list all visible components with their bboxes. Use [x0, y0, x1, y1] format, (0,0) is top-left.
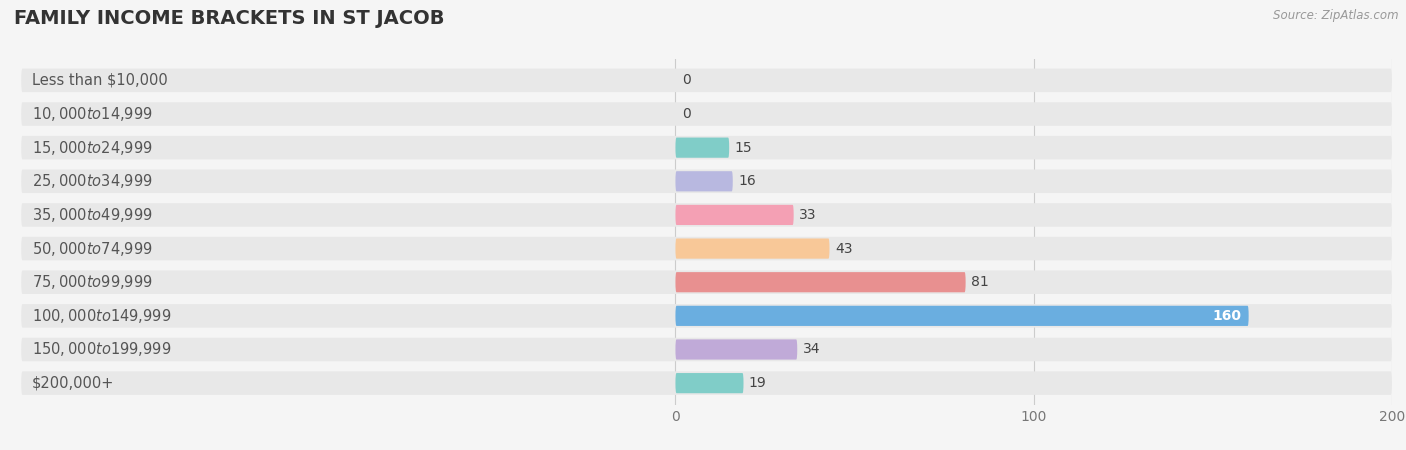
Text: 16: 16 [738, 174, 756, 188]
Text: $15,000 to $24,999: $15,000 to $24,999 [32, 139, 153, 157]
FancyBboxPatch shape [21, 102, 1392, 126]
Text: FAMILY INCOME BRACKETS IN ST JACOB: FAMILY INCOME BRACKETS IN ST JACOB [14, 9, 444, 28]
FancyBboxPatch shape [675, 373, 744, 393]
FancyBboxPatch shape [21, 136, 1392, 159]
FancyBboxPatch shape [21, 270, 1392, 294]
FancyBboxPatch shape [675, 238, 830, 259]
Text: $25,000 to $34,999: $25,000 to $34,999 [32, 172, 153, 190]
Text: $150,000 to $199,999: $150,000 to $199,999 [32, 341, 172, 359]
FancyBboxPatch shape [675, 339, 797, 360]
FancyBboxPatch shape [21, 371, 1392, 395]
Text: 19: 19 [749, 376, 766, 390]
Text: $50,000 to $74,999: $50,000 to $74,999 [32, 239, 153, 257]
FancyBboxPatch shape [21, 237, 1392, 261]
FancyBboxPatch shape [675, 272, 966, 292]
FancyBboxPatch shape [21, 203, 1392, 227]
Text: 33: 33 [799, 208, 817, 222]
Text: 0: 0 [682, 73, 692, 87]
Text: 34: 34 [803, 342, 820, 356]
Text: $100,000 to $149,999: $100,000 to $149,999 [32, 307, 172, 325]
Text: 15: 15 [734, 141, 752, 155]
Text: $200,000+: $200,000+ [32, 376, 114, 391]
FancyBboxPatch shape [675, 306, 1249, 326]
Text: $35,000 to $49,999: $35,000 to $49,999 [32, 206, 153, 224]
Text: 160: 160 [1212, 309, 1241, 323]
Text: $10,000 to $14,999: $10,000 to $14,999 [32, 105, 153, 123]
Text: 43: 43 [835, 242, 852, 256]
FancyBboxPatch shape [21, 170, 1392, 193]
FancyBboxPatch shape [21, 338, 1392, 361]
Text: 0: 0 [682, 107, 692, 121]
FancyBboxPatch shape [675, 171, 733, 191]
Text: Source: ZipAtlas.com: Source: ZipAtlas.com [1274, 9, 1399, 22]
Text: Less than $10,000: Less than $10,000 [32, 73, 167, 88]
FancyBboxPatch shape [21, 68, 1392, 92]
Text: 81: 81 [972, 275, 988, 289]
FancyBboxPatch shape [675, 138, 730, 158]
FancyBboxPatch shape [675, 205, 793, 225]
Text: $75,000 to $99,999: $75,000 to $99,999 [32, 273, 153, 291]
FancyBboxPatch shape [21, 304, 1392, 328]
